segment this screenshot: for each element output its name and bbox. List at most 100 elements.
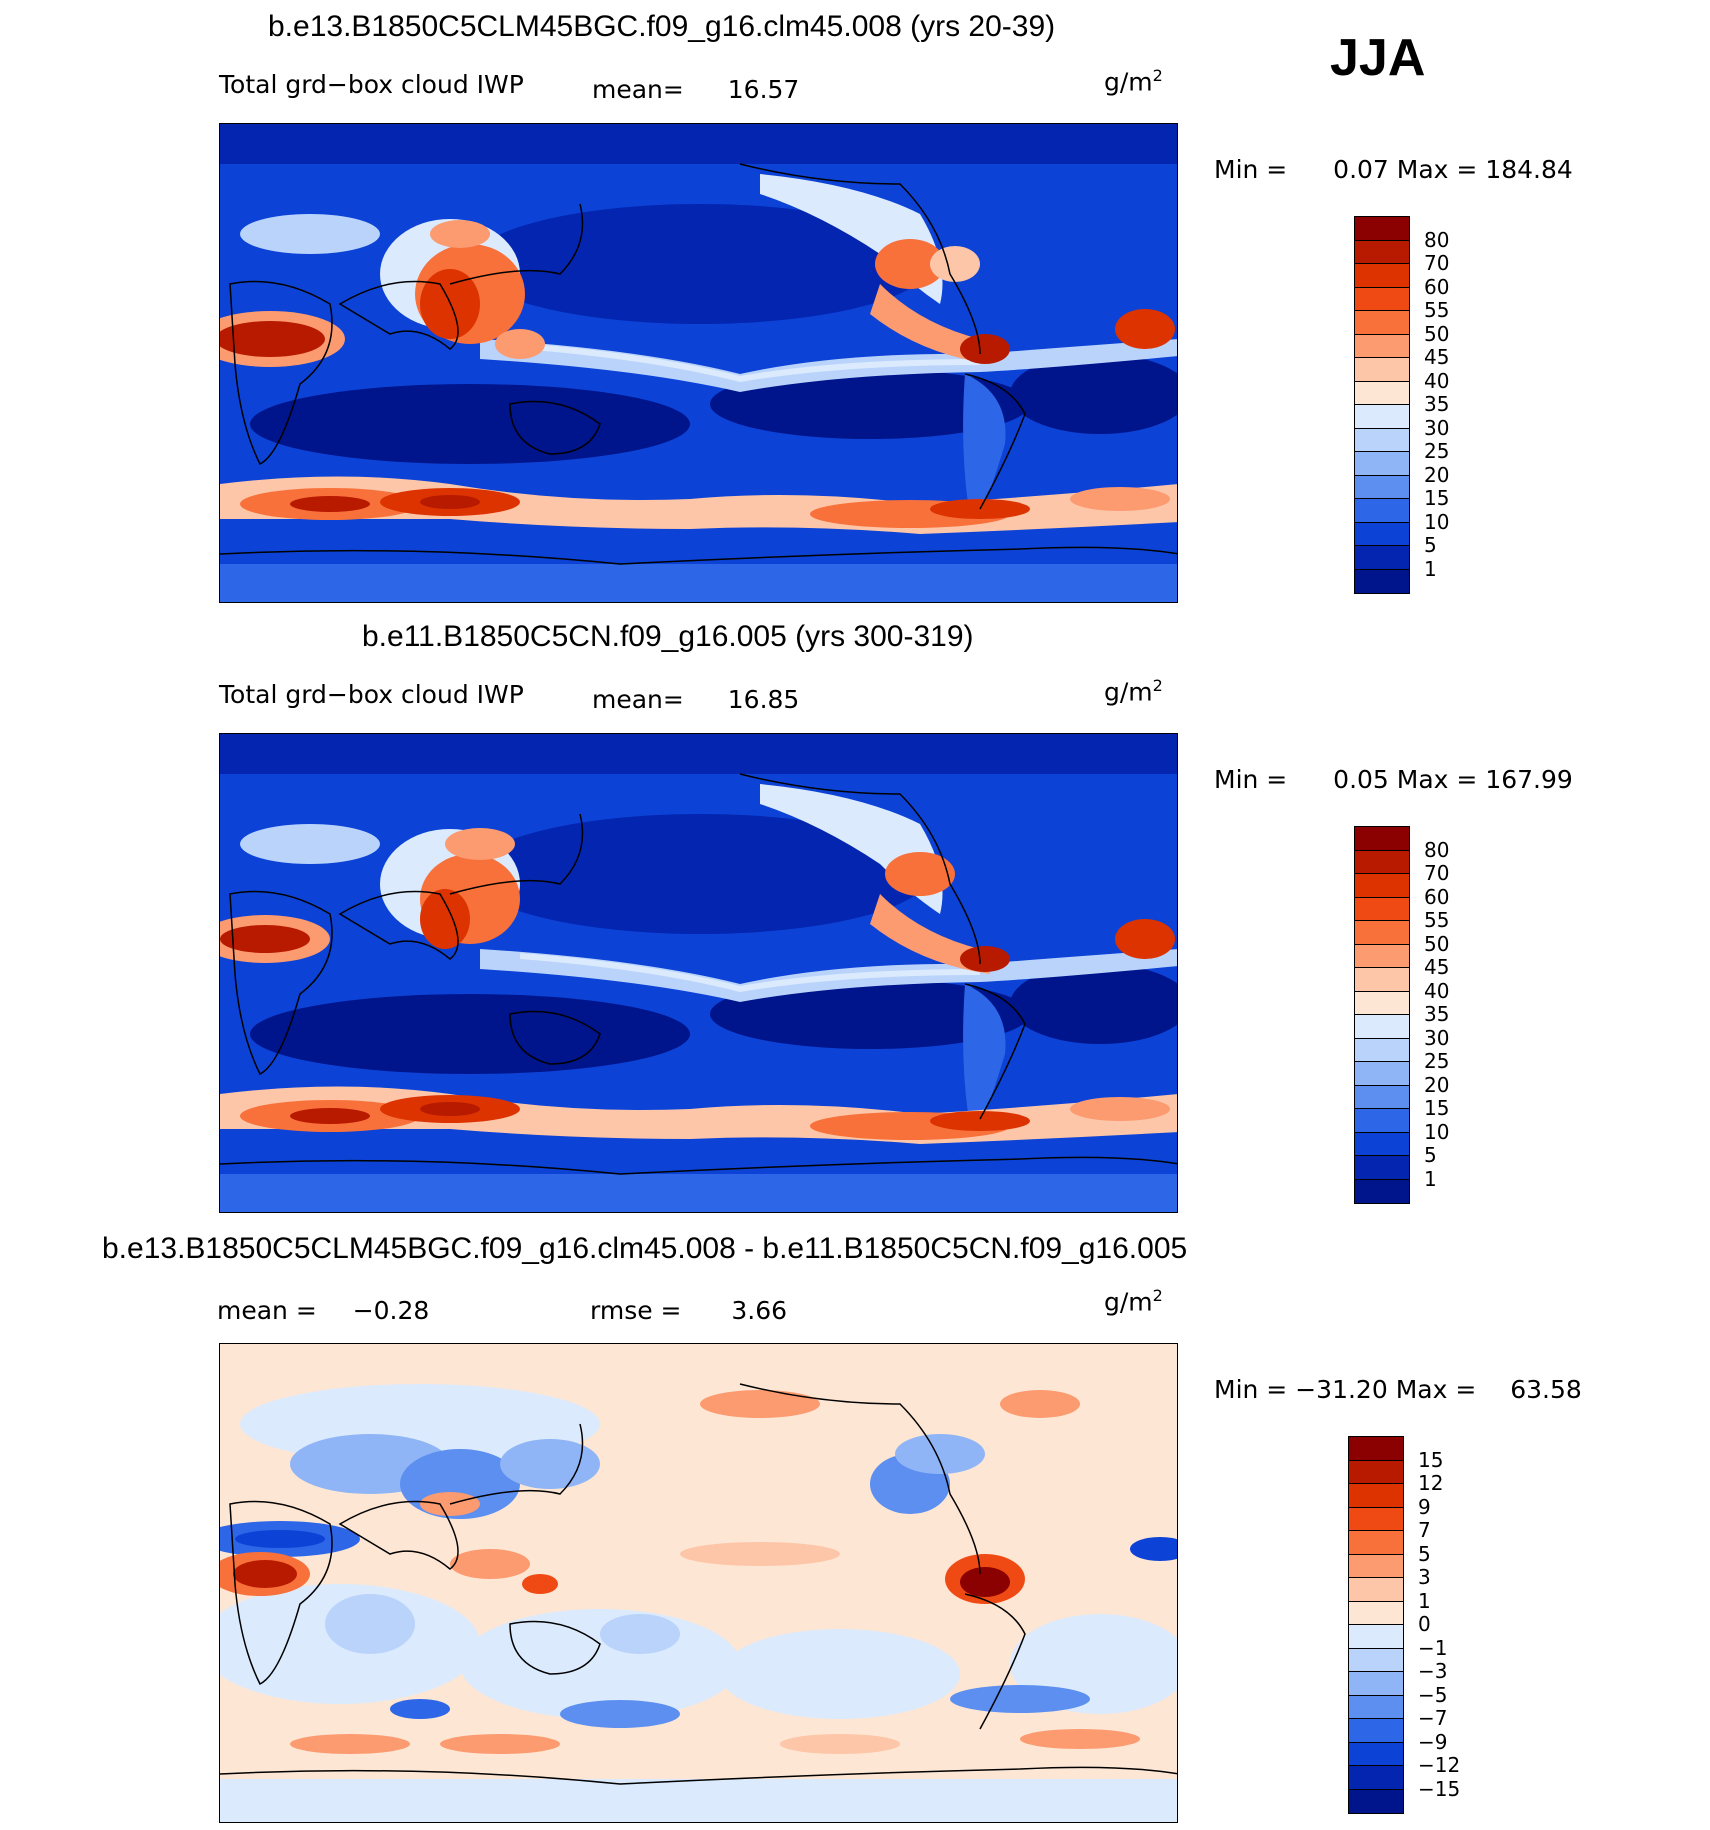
panel-3-colorbar-label: 9	[1418, 1494, 1431, 1519]
panel-1-colorbar-box	[1355, 428, 1409, 452]
panel-2-colorbar-box	[1355, 1038, 1409, 1062]
panel-1-colorbar-box	[1355, 499, 1409, 523]
panel-3-colorbar-box	[1349, 1742, 1403, 1766]
panel-3-colorbar-label: −1	[1418, 1635, 1448, 1660]
panel-1-colorbar-label: 70	[1424, 251, 1450, 275]
panel-2-colorbar-box	[1355, 874, 1409, 898]
panel-1-colorbar-box	[1355, 569, 1409, 593]
panel-1-colorbar-box	[1355, 264, 1409, 288]
panel-1-colorbar-box	[1355, 334, 1409, 358]
panel-1-colorbar-label: 1	[1424, 556, 1437, 581]
panel-1-colorbar-label: 15	[1424, 486, 1450, 510]
panel-3-colorbar-box	[1349, 1789, 1403, 1813]
panel-2-colorbar-box	[1355, 1062, 1409, 1086]
panel-1-colorbar-label: 25	[1424, 439, 1450, 463]
panel-1-colorbar-box	[1355, 217, 1409, 241]
panel-1-max: 184.84	[1485, 155, 1573, 184]
panel-2-colorbar-box	[1355, 944, 1409, 968]
panel-3-colorbar-label: 7	[1418, 1518, 1431, 1542]
panel-2-colorbar-box	[1355, 1015, 1409, 1039]
panel-1-mean: mean= 16.57	[592, 75, 799, 104]
panel-2-mean-value: 16.85	[727, 685, 800, 714]
panel-3-colorbar-label: −15	[1418, 1776, 1461, 1801]
panel-2-colorbar-label: 80	[1424, 837, 1450, 862]
panel-1-colorbar-box	[1355, 240, 1409, 264]
panel-3-colorbar-box	[1349, 1695, 1403, 1719]
panel-1-colorbar-label: 55	[1424, 298, 1450, 322]
panel-3-rmse: rmse = 3.66	[590, 1296, 788, 1325]
panel-1-colorbar-label: 40	[1424, 368, 1450, 393]
panel-1-colorbar-label: 45	[1424, 345, 1450, 369]
panel-2-colorbar-label: 5	[1424, 1143, 1437, 1167]
panel-3-colorbar-label: −3	[1418, 1659, 1448, 1683]
panel-3-colorbar-box	[1349, 1460, 1403, 1484]
panel-2-colorbar-box	[1355, 968, 1409, 992]
panel-2-colorbar-label: 1	[1424, 1166, 1437, 1191]
panel-3-colorbar-label: 0	[1418, 1612, 1431, 1636]
panel-1-colorbar-label: 50	[1424, 321, 1450, 346]
panel-2-colorbar-box	[1355, 1156, 1409, 1180]
panel-1-colorbar-label: 20	[1424, 462, 1450, 487]
panel-2-colorbar-box	[1355, 1085, 1409, 1109]
panel-3-colorbar-box	[1349, 1484, 1403, 1508]
season-label: JJA	[1330, 29, 1426, 87]
panel-1-colorbar-label: 80	[1424, 227, 1450, 252]
panel-3-colorbar-label: 15	[1418, 1447, 1444, 1472]
panel-1-colorbar-box	[1355, 311, 1409, 335]
panel-2-colorbar-box	[1355, 991, 1409, 1015]
panel-1-units: g/m2	[1104, 66, 1163, 97]
panel-3-colorbar-box	[1349, 1554, 1403, 1578]
panel-3-max: 63.58	[1510, 1375, 1582, 1404]
panel-3-mean: mean = −0.28	[217, 1296, 430, 1325]
panel-2-colorbar-label: 30	[1424, 1025, 1450, 1050]
panel-3-colorbar	[1348, 1436, 1404, 1814]
panel-1-variable: Total grd−box cloud IWP	[219, 70, 524, 99]
panel-1-colorbar-label: 60	[1424, 274, 1450, 299]
panel-3-map	[219, 1343, 1178, 1823]
panel-3-colorbar-box	[1349, 1766, 1403, 1790]
panel-1-colorbar	[1354, 216, 1410, 594]
panel-1-colorbar-box	[1355, 358, 1409, 382]
panel-2-variable: Total grd−box cloud IWP	[219, 680, 524, 709]
panel-3-colorbar-box	[1349, 1507, 1403, 1531]
panel-3-colorbar-box	[1349, 1578, 1403, 1602]
panel-2-colorbar-label: 55	[1424, 908, 1450, 932]
panel-1-colorbar-box	[1355, 546, 1409, 570]
panel-2-colorbar-box	[1355, 827, 1409, 851]
panel-3-colorbar-label: 3	[1418, 1565, 1431, 1589]
panel-2-max: 167.99	[1485, 765, 1573, 794]
panel-3-mean-value: −0.28	[352, 1296, 430, 1325]
panel-1-colorbar-box	[1355, 452, 1409, 476]
panel-2-colorbar-label: 50	[1424, 931, 1450, 956]
panel-2-colorbar-label: 15	[1424, 1096, 1450, 1120]
panel-2-colorbar-box	[1355, 1109, 1409, 1133]
panel-3-title: b.e13.B1850C5CLM45BGC.f09_g16.clm45.008 …	[102, 1232, 1188, 1265]
panel-1-colorbar-box	[1355, 381, 1409, 405]
panel-2-min: 0.05	[1333, 765, 1389, 794]
panel-3-colorbar-box	[1349, 1601, 1403, 1625]
panel-3-colorbar-label: −9	[1418, 1729, 1448, 1754]
panel-2-colorbar-box	[1355, 897, 1409, 921]
panel-2-colorbar-label: 10	[1424, 1119, 1450, 1144]
panel-1-map	[219, 123, 1178, 603]
panel-3-colorbar-label: 1	[1418, 1588, 1431, 1613]
panel-2-title: b.e11.B1850C5CN.f09_g16.005 (yrs 300-319…	[362, 620, 974, 653]
panel-3-colorbar-box	[1349, 1437, 1403, 1461]
panel-1-colorbar-label: 35	[1424, 392, 1450, 416]
panel-3-colorbar-label: −5	[1418, 1682, 1448, 1707]
panel-1-colorbar-box	[1355, 522, 1409, 546]
panel-2-colorbar-label: 45	[1424, 955, 1450, 979]
panel-2-colorbar-label: 60	[1424, 884, 1450, 909]
panel-1-colorbar-box	[1355, 287, 1409, 311]
panel-3-rmse-value: 3.66	[731, 1296, 788, 1325]
panel-2-map	[219, 733, 1178, 1213]
panel-1-colorbar-label: 10	[1424, 509, 1450, 534]
panel-2-colorbar-label: 70	[1424, 861, 1450, 885]
panel-1-colorbar-box	[1355, 405, 1409, 429]
panel-2-colorbar-box	[1355, 921, 1409, 945]
panel-2-mean: mean= 16.85	[592, 685, 800, 714]
panel-3-minmax: Min = −31.20 Max = 63.58	[1214, 1375, 1582, 1404]
panel-2-colorbar-label: 25	[1424, 1049, 1450, 1073]
panel-1-mean-label: mean=	[592, 75, 684, 104]
